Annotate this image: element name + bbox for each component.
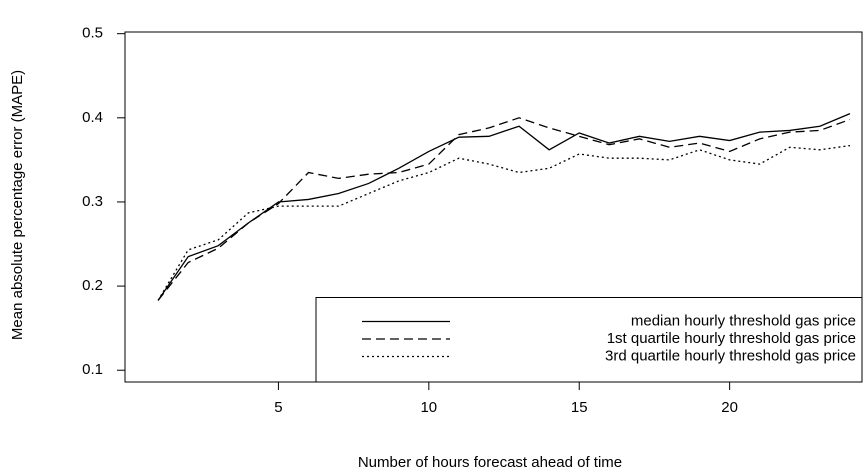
- series-line: [157, 117, 851, 301]
- y-tick-label: 0.1: [82, 361, 103, 378]
- x-tick-label: 20: [721, 399, 738, 416]
- x-tick-label: 5: [274, 399, 282, 416]
- y-tick-label: 0.4: [82, 109, 103, 126]
- x-tick-label: 10: [420, 399, 437, 416]
- series-line: [157, 144, 851, 301]
- y-tick-label: 0.3: [82, 193, 103, 210]
- y-tick-label: 0.2: [82, 277, 103, 294]
- series-line: [157, 113, 851, 301]
- legend-label: 1st quartile hourly threshold gas price: [607, 330, 856, 347]
- legend-label: 3rd quartile hourly threshold gas price: [605, 347, 856, 364]
- x-tick-label: 15: [571, 399, 588, 416]
- x-axis-label: Number of hours forecast ahead of time: [358, 454, 622, 471]
- legend-box: [315, 297, 863, 383]
- y-axis-label: Mean absolute percentage error (MAPE): [9, 70, 26, 340]
- legend-label: median hourly threshold gas price: [631, 312, 856, 329]
- y-tick-label: 0.5: [82, 25, 103, 42]
